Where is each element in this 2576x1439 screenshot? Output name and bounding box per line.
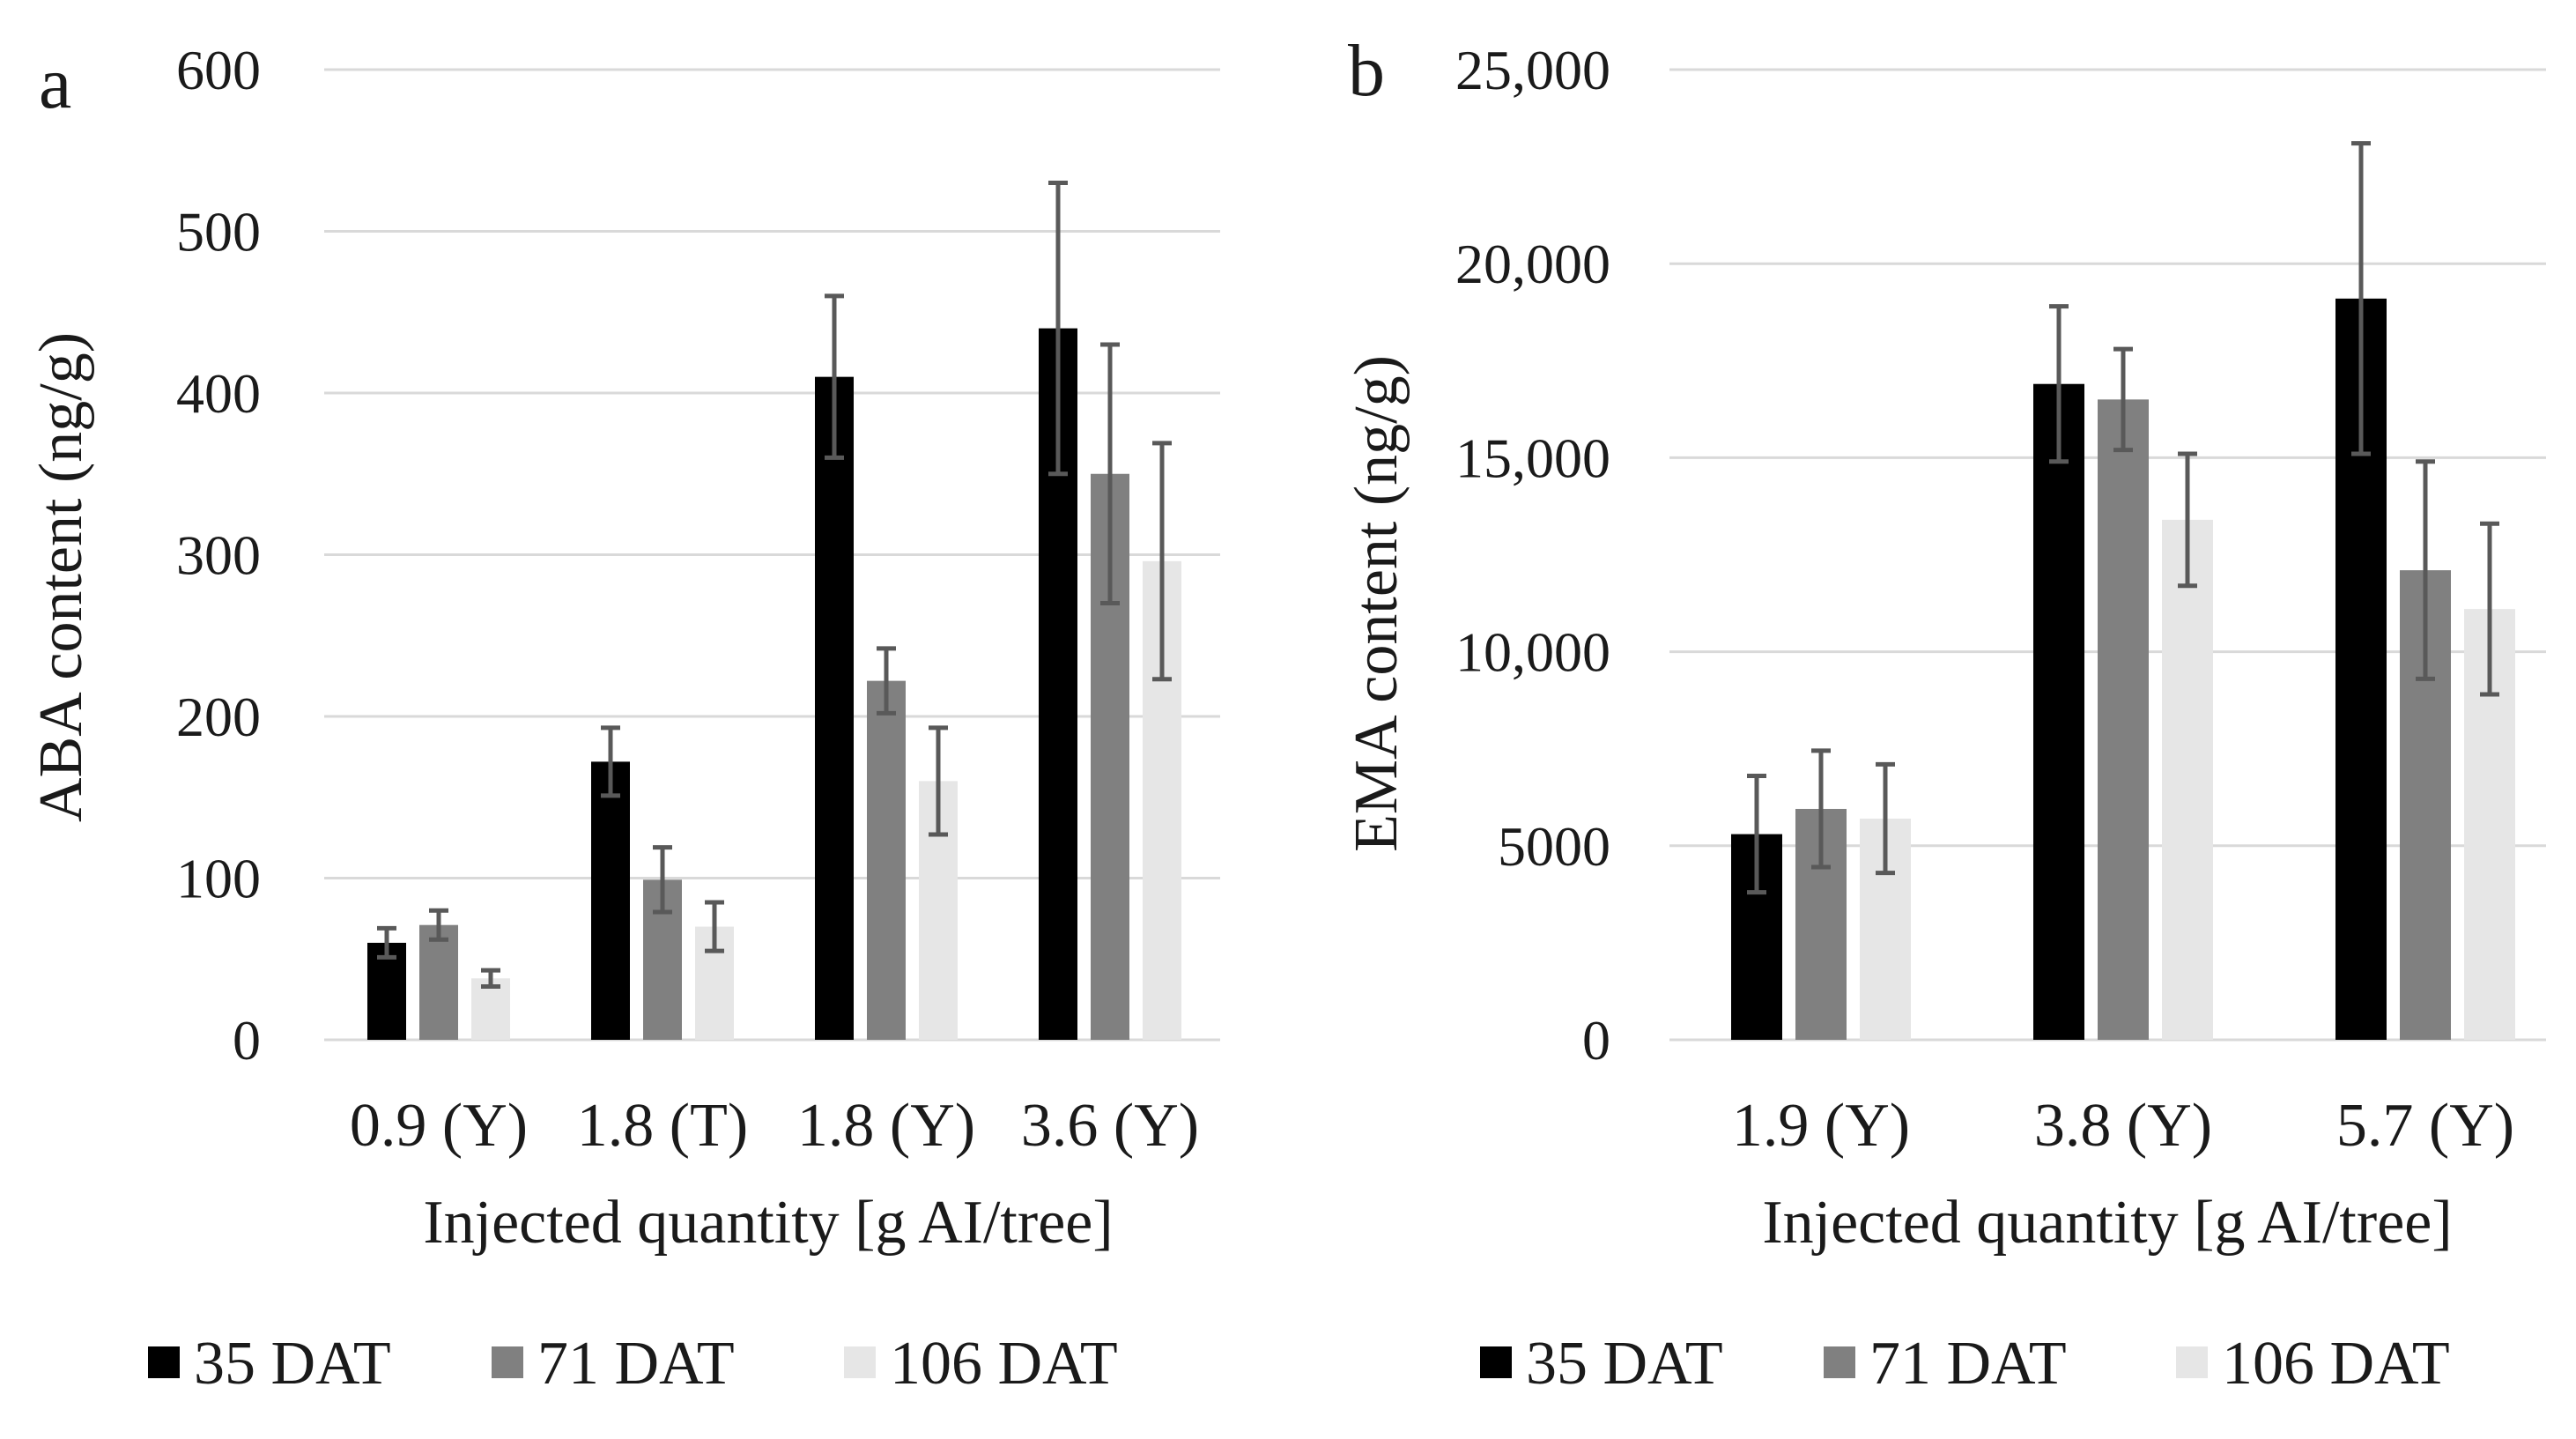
category-label: 5.7 (Y)	[2336, 1092, 2514, 1160]
bars-b	[1731, 141, 2515, 1041]
error-bar	[1747, 774, 1766, 895]
category-label: 1.9 (Y)	[1732, 1092, 1910, 1160]
bar	[867, 680, 906, 1040]
category-labels-a: 0.9 (Y) 1.8 (T) 1.8 (Y) 3.6 (Y)	[350, 1092, 1199, 1160]
bar	[591, 761, 630, 1040]
gridlines-a	[324, 68, 1220, 1042]
legend-label: 35 DAT	[194, 1330, 391, 1398]
error-bar	[601, 725, 620, 798]
error-bar	[1048, 180, 1068, 477]
x-axis-title-a: Injected quantity [g AI/tree]	[423, 1189, 1113, 1257]
error-bar	[877, 646, 896, 716]
x-axis-title-b: Injected quantity [g AI/tree]	[1762, 1189, 2452, 1257]
legend-b: 35 DAT 71 DAT 106 DAT	[1480, 1330, 2450, 1398]
legend-a: 35 DAT 71 DAT 106 DAT	[148, 1330, 1118, 1398]
bar	[2162, 519, 2213, 1040]
chart-panel-a: a 0 100 200 300 400 500 600 0.9 (Y) 1.8 (T) 1.8 …	[27, 39, 1220, 1398]
y-tick-label: 400	[176, 362, 261, 425]
error-bar	[1876, 761, 1895, 876]
error-bar	[2416, 459, 2435, 681]
legend-swatch	[2176, 1346, 2208, 1378]
bar	[2098, 399, 2149, 1041]
legend-label: 71 DAT	[537, 1330, 735, 1398]
chart-panel-b: b 0 5000 10,000 15,000 20,000 25,000 1.9 (Y) 3…	[1343, 30, 2546, 1398]
legend-swatch	[844, 1346, 876, 1378]
error-bar	[1811, 748, 1831, 870]
error-bar	[2113, 346, 2133, 453]
y-tick-labels-b: 0 5000 10,000 15,000 20,000 25,000	[1455, 39, 1610, 1072]
y-tick-label: 10,000	[1455, 621, 1610, 684]
y-tick-label: 300	[176, 524, 261, 587]
error-bar	[2178, 451, 2197, 589]
y-tick-label: 100	[176, 848, 261, 910]
error-bar	[653, 845, 672, 915]
error-bar	[705, 900, 724, 953]
error-bar	[2351, 141, 2371, 456]
error-bar	[377, 925, 396, 960]
y-tick-label: 15,000	[1455, 427, 1610, 489]
legend-label: 35 DAT	[1526, 1330, 1723, 1398]
legend-label: 106 DAT	[2222, 1330, 2450, 1398]
legend-label: 71 DAT	[1869, 1330, 2067, 1398]
bars-a	[367, 180, 1181, 1041]
category-label: 0.9 (Y)	[350, 1092, 528, 1160]
category-label: 3.6 (Y)	[1021, 1092, 1199, 1160]
y-tick-label: 200	[176, 686, 261, 748]
error-bar	[825, 293, 844, 460]
y-tick-labels-a: 0 100 200 300 400 500 600	[176, 39, 261, 1072]
y-axis-title-b: EMA content (ng/g)	[1343, 355, 1410, 852]
legend-swatch	[1824, 1346, 1855, 1378]
legend-swatch	[492, 1346, 523, 1378]
error-bar	[2480, 521, 2499, 697]
panel-letter-b: b	[1348, 30, 1385, 112]
y-tick-label: 0	[233, 1009, 261, 1072]
bar	[815, 376, 854, 1040]
y-axis-title-a: ABA content (ng/g)	[27, 332, 95, 822]
legend-swatch	[1480, 1346, 1512, 1378]
panel-letter-a: a	[39, 42, 71, 124]
error-bar	[481, 968, 500, 989]
error-bar	[1100, 342, 1120, 606]
category-label: 1.8 (Y)	[797, 1092, 975, 1160]
y-tick-label: 5000	[1498, 815, 1610, 878]
legend-swatch	[148, 1346, 180, 1378]
y-tick-label: 600	[176, 39, 261, 101]
bar	[2033, 383, 2084, 1040]
error-bar	[429, 908, 448, 942]
error-bar	[1152, 441, 1172, 682]
bar	[419, 924, 458, 1040]
y-tick-label: 0	[1582, 1009, 1610, 1072]
error-bar	[929, 725, 948, 837]
error-bar	[2049, 304, 2069, 464]
category-label: 1.8 (T)	[577, 1092, 748, 1160]
y-tick-label: 500	[176, 201, 261, 263]
category-labels-b: 1.9 (Y) 3.8 (Y) 5.7 (Y)	[1732, 1092, 2514, 1160]
category-label: 3.8 (Y)	[2034, 1092, 2212, 1160]
y-tick-label: 25,000	[1455, 39, 1610, 101]
legend-label: 106 DAT	[890, 1330, 1118, 1398]
y-tick-label: 20,000	[1455, 233, 1610, 295]
